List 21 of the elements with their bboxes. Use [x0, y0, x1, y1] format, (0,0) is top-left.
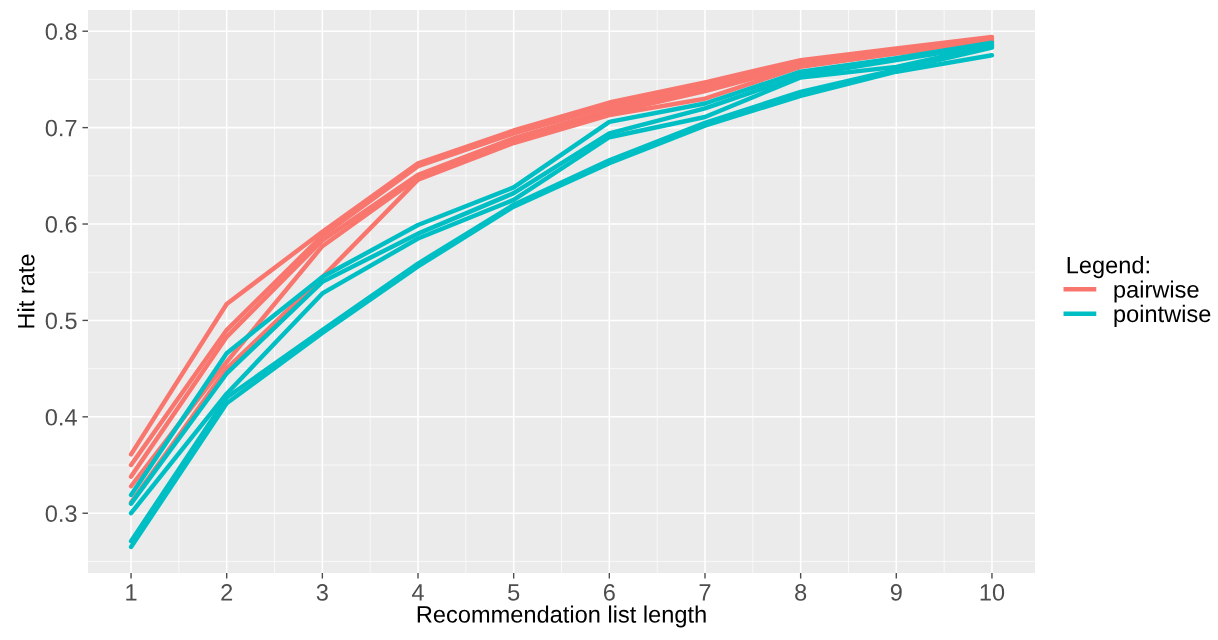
legend-title: Legend: — [1067, 256, 1149, 279]
x-tick-label: 4 — [411, 584, 424, 601]
legend-label: pairwise — [1114, 280, 1199, 303]
x-tick-label: 9 — [890, 584, 902, 601]
y-tick-label: 0.7 — [45, 119, 77, 137]
x-tick-label: 3 — [316, 584, 328, 601]
y-axis-title: Hit rate — [17, 254, 35, 328]
y-tick-label: 0.8 — [45, 23, 77, 40]
y-tick-label: 0.5 — [45, 312, 77, 330]
x-tick-label: 5 — [508, 584, 520, 601]
legend-label: pointwise — [1114, 304, 1211, 327]
x-tick-label: 10 — [980, 584, 1005, 601]
x-tick-label: 8 — [795, 584, 807, 601]
y-tick-label: 0.6 — [45, 216, 77, 233]
x-tick-label: 6 — [603, 584, 615, 601]
x-tick-label: 2 — [221, 584, 233, 601]
x-axis-title: Recommendation list length — [417, 605, 706, 628]
x-tick-label: 1 — [126, 584, 137, 601]
y-tick-label: 0.4 — [45, 408, 77, 426]
x-tick-label: 7 — [699, 584, 711, 601]
y-tick-label: 0.3 — [45, 505, 77, 523]
